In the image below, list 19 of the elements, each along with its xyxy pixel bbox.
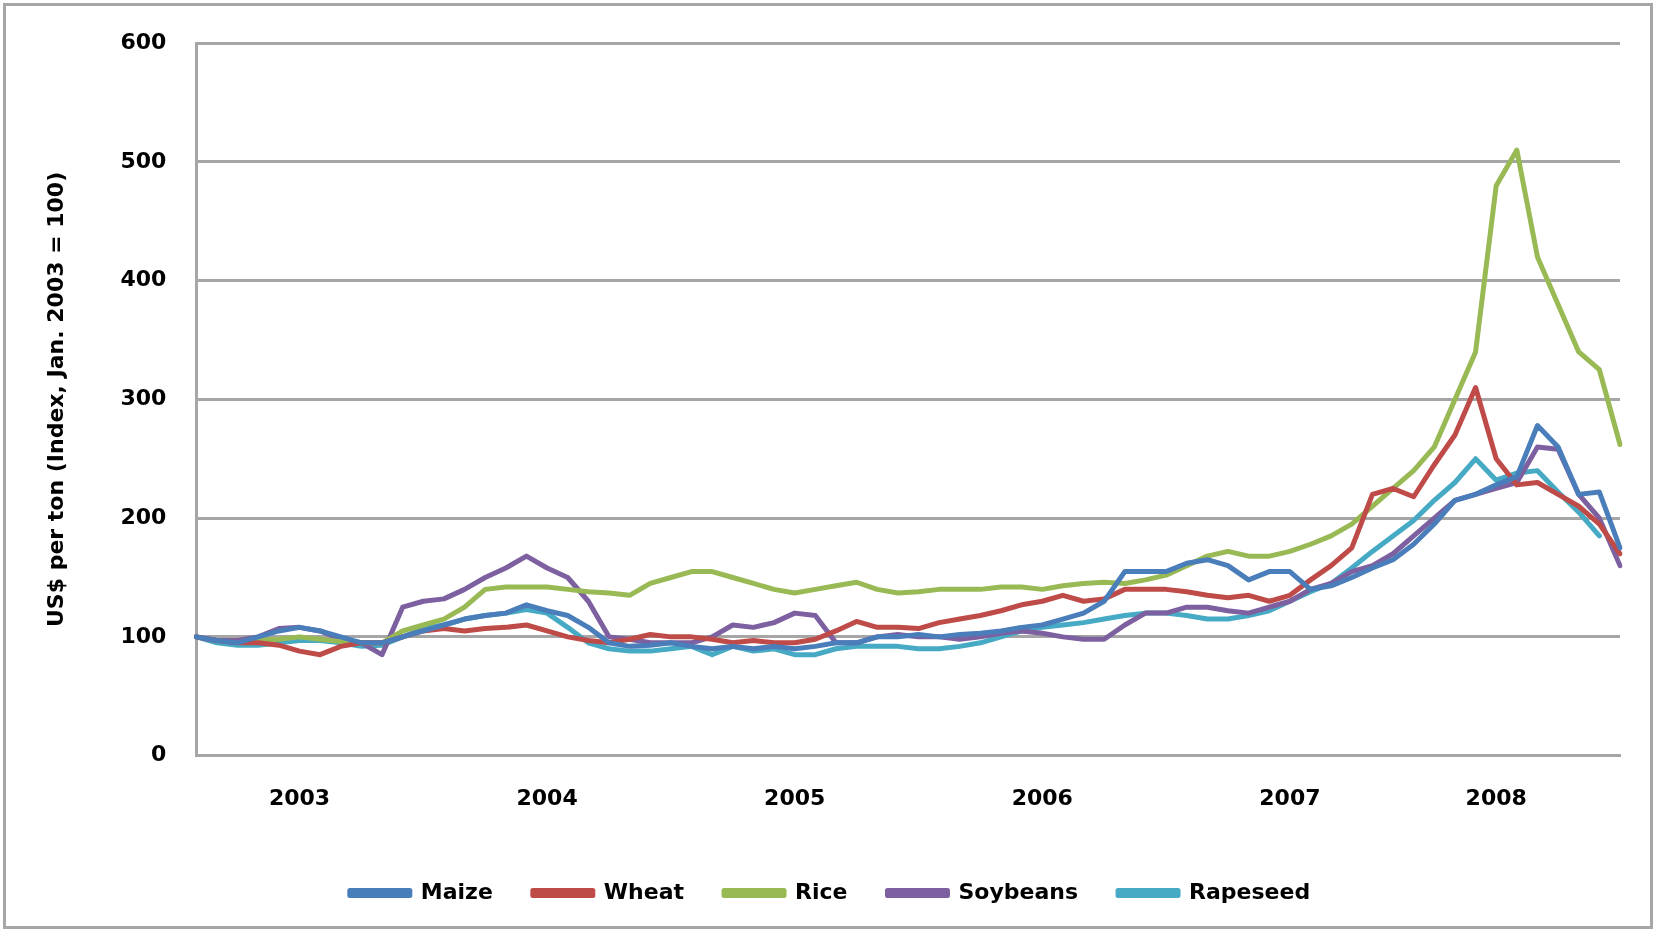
x-tick-label: 2004 <box>516 784 578 810</box>
x-tick-label: 2003 <box>268 784 331 810</box>
y-tick-label: 200 <box>120 503 167 529</box>
y-axis-title: US$ per ton (Index, Jan. 2003 = 100) <box>42 171 68 628</box>
x-tick-label: 2006 <box>1011 784 1073 810</box>
y-tick-label: 300 <box>120 385 167 411</box>
legend-label: Rice <box>795 878 848 904</box>
legend-label: Soybeans <box>958 878 1079 904</box>
x-tick-label: 2008 <box>1465 784 1527 810</box>
legend-label: Rapeseed <box>1189 878 1311 904</box>
legend-label: Maize <box>420 878 493 904</box>
y-tick-label: 500 <box>120 147 167 173</box>
y-tick-label: 600 <box>120 28 167 54</box>
y-tick-label: 400 <box>120 266 167 292</box>
y-tick-label: 100 <box>120 622 167 648</box>
x-tick-label: 2007 <box>1259 784 1321 810</box>
y-tick-label: 0 <box>151 741 167 767</box>
x-tick-label: 2005 <box>764 784 826 810</box>
legend-label: Wheat <box>603 878 685 904</box>
